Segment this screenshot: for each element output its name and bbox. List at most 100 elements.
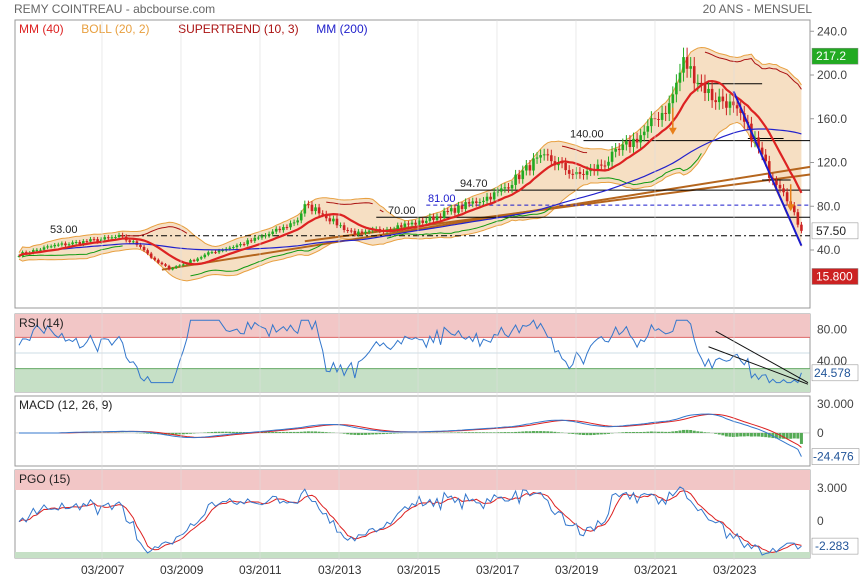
macd-histogram-bar <box>181 432 185 435</box>
macd-histogram-bar <box>274 431 278 433</box>
x-tick-label: 03/2023 <box>713 563 757 577</box>
candle <box>628 135 632 153</box>
mm40-line <box>18 79 803 266</box>
legend-item: MM (200) <box>316 22 367 36</box>
rsi-y-tick: 40.00 <box>817 354 847 368</box>
macd-histogram-bar <box>717 432 721 435</box>
macd-badge <box>811 448 860 465</box>
candle <box>239 242 242 248</box>
macd-histogram-bar <box>521 431 525 433</box>
macd-line <box>19 413 802 457</box>
candle <box>332 215 335 225</box>
macd-histogram-bar <box>510 432 514 433</box>
rsi-oversold-zone <box>15 368 810 392</box>
candle <box>650 111 653 133</box>
macd-histogram-bar <box>492 432 496 433</box>
level-label: 140.00 <box>570 129 604 141</box>
macd-histogram-bar <box>496 432 500 433</box>
candle <box>614 142 617 158</box>
candle <box>575 167 578 180</box>
price-badge <box>811 222 859 240</box>
rsi-title: RSI (14) <box>19 316 64 330</box>
pgo-badge-label: -2.283 <box>815 539 849 553</box>
x-tick-label: 03/2015 <box>397 563 441 577</box>
macd-histogram-bar <box>381 432 385 435</box>
supertrend-line <box>386 206 552 239</box>
candle <box>253 235 257 243</box>
candle <box>610 146 614 168</box>
candle <box>646 119 650 139</box>
candle <box>421 217 425 226</box>
macd-histogram-bar <box>281 431 285 433</box>
candle <box>582 169 585 180</box>
level-label: 94.70 <box>460 178 488 190</box>
macd-histogram-bar <box>546 431 550 433</box>
candle <box>278 226 282 233</box>
pgo-overbought-zone <box>15 470 810 490</box>
candle <box>207 250 210 257</box>
candle <box>689 57 692 78</box>
macd-histogram-bar <box>267 431 271 433</box>
macd-histogram-bar <box>732 432 736 437</box>
candle <box>178 264 182 268</box>
mm200-line <box>18 128 802 257</box>
candle <box>635 132 639 149</box>
macd-histogram-bar <box>714 432 718 434</box>
macd-histogram-bar <box>782 432 786 439</box>
candle <box>110 235 114 240</box>
macd-histogram-bar <box>271 431 275 433</box>
macd-histogram-bar <box>392 432 396 434</box>
candle <box>496 187 500 197</box>
candle <box>357 229 360 237</box>
macd-histogram-bar <box>285 431 289 433</box>
candle <box>57 242 60 247</box>
candle <box>521 165 525 184</box>
candle <box>157 258 160 264</box>
macd-histogram-bar <box>785 432 789 439</box>
candle <box>685 47 689 78</box>
macd-histogram-bar <box>449 432 453 433</box>
candle <box>800 221 803 234</box>
candle <box>517 169 521 184</box>
candle <box>260 233 264 240</box>
candle <box>725 93 728 116</box>
macd-histogram-bar <box>517 431 521 433</box>
price-badge-label: 217.2 <box>816 49 846 63</box>
candle <box>342 222 346 233</box>
macd-histogram-bar <box>371 432 375 435</box>
candle <box>500 184 503 196</box>
candle <box>192 258 196 263</box>
macd-histogram-bar <box>553 431 557 433</box>
candle <box>796 208 800 228</box>
supertrend-line <box>126 226 188 237</box>
macd-histogram-bar <box>264 432 268 433</box>
macd-histogram-bar <box>749 432 753 437</box>
macd-histogram-bar <box>721 432 725 436</box>
candle <box>785 188 789 205</box>
candle <box>153 256 157 262</box>
chart-period: 20 ANS - MENSUEL <box>702 2 812 16</box>
candle <box>482 197 485 206</box>
candle <box>92 236 96 242</box>
candle <box>203 253 207 259</box>
macd-histogram-bar <box>667 431 671 433</box>
macd-histogram-bar <box>471 432 475 433</box>
price-y-tick: 200.0 <box>817 68 847 82</box>
candle <box>264 233 267 239</box>
candle <box>46 244 49 250</box>
candle <box>603 160 607 171</box>
candle <box>528 159 532 176</box>
macd-histogram-bar <box>767 432 771 438</box>
macd-histogram-bar <box>728 432 732 437</box>
candle <box>550 149 553 167</box>
candle <box>235 243 239 249</box>
candle <box>457 201 460 216</box>
macd-histogram-bar <box>481 432 485 433</box>
candle <box>160 261 164 266</box>
macd-histogram-bar <box>628 432 632 433</box>
macd-histogram-bar <box>724 432 728 437</box>
candle <box>232 245 235 250</box>
macd-histogram-bar <box>499 432 503 433</box>
price-y-tick: 40.0 <box>817 243 841 257</box>
macd-histogram-bar <box>649 431 653 433</box>
